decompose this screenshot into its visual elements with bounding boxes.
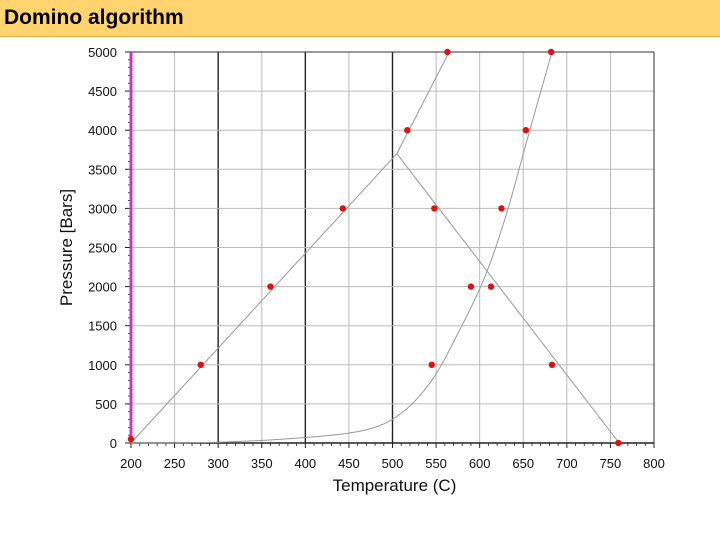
y-tick-label-7: 3500 — [88, 162, 117, 177]
x-tick-label-0: 200 — [120, 456, 142, 471]
y-tick-label-5: 2500 — [88, 241, 117, 256]
data-point-10 — [487, 283, 495, 290]
y-tick-label-10: 5000 — [88, 45, 117, 60]
data-point-4 — [339, 205, 347, 212]
x-tick-label-1: 250 — [164, 456, 186, 471]
data-point-1 — [127, 435, 135, 443]
x-tick-label-8: 600 — [469, 456, 491, 471]
x-tick-label-12: 800 — [643, 456, 665, 471]
y-tick-label-3: 1500 — [88, 319, 117, 334]
x-tick-label-9: 650 — [512, 456, 534, 471]
x-tick-label-6: 500 — [382, 456, 404, 471]
y-tick-label-4: 2000 — [88, 280, 117, 295]
data-point-6 — [444, 48, 451, 56]
y-axis-label: Pressure [Bars] — [57, 189, 76, 306]
x-tick-label-4: 400 — [294, 456, 316, 471]
x-tick-label-3: 350 — [251, 456, 273, 471]
data-point-2 — [197, 361, 204, 368]
phase-curve-1 — [130, 51, 450, 444]
x-tick-label-10: 700 — [556, 456, 578, 471]
x-tick-label-5: 450 — [338, 456, 360, 471]
y-tick-label-6: 3000 — [88, 201, 117, 216]
phase-curve-2 — [396, 153, 620, 444]
data-point-7 — [431, 205, 438, 212]
x-tick-label-7: 550 — [425, 456, 447, 471]
data-point-13 — [547, 48, 555, 56]
data-point-8 — [467, 283, 475, 290]
data-point-3 — [267, 283, 274, 290]
data-point-14 — [548, 361, 556, 368]
phase-curve-3 — [130, 51, 553, 444]
y-tick-label-0: 0 — [110, 436, 117, 451]
data-point-5 — [404, 127, 411, 134]
y-tick-label-8: 4000 — [88, 123, 117, 138]
y-tick-label-2: 1000 — [88, 358, 117, 373]
data-point-15 — [615, 439, 622, 447]
x-axis-label: Temperature (C) — [333, 476, 457, 495]
data-point-12 — [522, 127, 530, 134]
x-tick-label-2: 300 — [207, 456, 229, 471]
y-tick-label-9: 4500 — [88, 84, 117, 99]
slide-title: Domino algorithm — [4, 6, 184, 29]
title-bar: Domino algorithm — [0, 0, 720, 37]
x-tick-label-11: 750 — [600, 456, 622, 471]
data-point-11 — [498, 205, 505, 212]
data-point-9 — [428, 361, 435, 368]
y-tick-label-1: 500 — [95, 397, 117, 412]
